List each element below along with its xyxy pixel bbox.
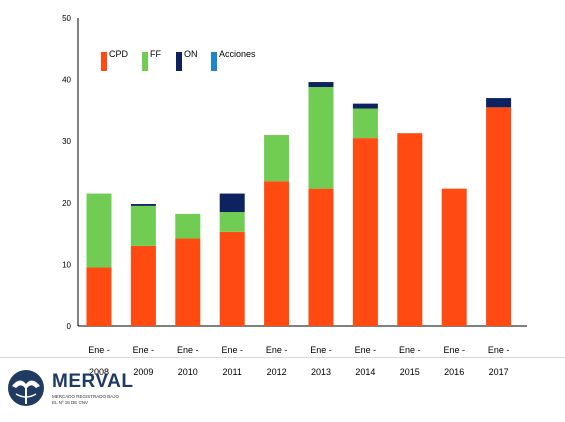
bars — [86, 82, 512, 326]
x-label-line1: Ene - — [443, 345, 465, 355]
bar-cpd-2017 — [486, 107, 512, 326]
x-label-year: 2016 — [444, 367, 464, 377]
x-label-year: 2011 — [223, 367, 242, 377]
x-label-line1: Ene - — [355, 345, 377, 355]
bar-cpd-2009 — [130, 245, 156, 326]
legend: CPD FF ON Acciones — [101, 49, 256, 71]
x-label-line1: Ene - — [88, 345, 110, 355]
bar-cpd-2014 — [352, 138, 378, 326]
bar-ff-2010 — [175, 213, 201, 239]
legend-swatch-cpd — [101, 52, 107, 71]
bar-ff-2012 — [264, 135, 290, 182]
x-label-year: 2017 — [489, 367, 509, 377]
merval-emblem-icon — [8, 370, 44, 406]
y-tick-label: 10 — [62, 260, 71, 269]
x-label-year: 2010 — [178, 367, 198, 377]
legend-swatch-on — [176, 52, 182, 71]
x-label-year: 2014 — [355, 367, 375, 377]
x-label-line1: Ene - — [177, 345, 199, 355]
legend-label-ff: FF — [150, 49, 161, 59]
logo-subtitle: MERCADO REGISTRADO BAJO EL Nº 16 DE CNV — [52, 394, 132, 406]
x-label-line1: Ene - — [310, 345, 332, 355]
legend-label-cpd: CPD — [109, 49, 129, 59]
x-label-year: 2008 — [89, 367, 109, 377]
bar-cpd-2015 — [397, 133, 423, 326]
x-label-year: 2015 — [400, 367, 420, 377]
bar-ff-2009 — [130, 205, 156, 246]
bar-cpd-2013 — [308, 188, 334, 326]
bar-cpd-2008 — [86, 267, 112, 326]
merval-logo: MERVAL MERCADO REGISTRADO BAJO EL Nº 16 … — [6, 364, 146, 416]
x-label-year: 2009 — [133, 367, 153, 377]
x-label-line1: Ene - — [221, 345, 243, 355]
y-tick-label: 20 — [62, 199, 71, 208]
footer-divider — [0, 357, 565, 358]
x-label-year: 2013 — [311, 367, 331, 377]
x-label-line1: Ene - — [399, 345, 421, 355]
y-axis-ticks: 0102030405060 — [62, 14, 72, 331]
bar-ff-2014 — [352, 108, 378, 139]
bar-ff-2011 — [219, 212, 245, 232]
x-axis-labels: Ene - 2008 Ene - 2009 Ene - 2010 Ene - 2011 Ene … — [88, 345, 509, 377]
x-label-year: 2012 — [267, 367, 287, 377]
bar-on-2014 — [352, 103, 378, 109]
logo-wordmark: MERVAL — [52, 371, 134, 392]
bar-cpd-2012 — [264, 181, 290, 326]
bar-cpd-2011 — [219, 231, 245, 326]
bar-on-2013 — [308, 82, 334, 87]
bar-on-2009 — [130, 204, 156, 206]
y-tick-label: 30 — [62, 137, 71, 146]
x-label-line1: Ene - — [488, 345, 510, 355]
bar-on-2017 — [486, 98, 512, 108]
legend-swatch-ff — [142, 52, 148, 71]
legend-label-acciones: Acciones — [219, 49, 256, 59]
bar-ff-2008 — [86, 193, 112, 268]
legend-label-on: ON — [184, 49, 198, 59]
logo-subtitle-line2: EL Nº 16 DE CNV — [52, 400, 88, 405]
legend-swatch-acciones — [211, 52, 217, 71]
y-tick-label: 40 — [62, 76, 71, 85]
bar-on-2011 — [219, 193, 245, 213]
y-tick-label: 50 — [62, 14, 71, 23]
x-label-line1: Ene - — [133, 345, 155, 355]
bar-cpd-2016 — [441, 188, 467, 326]
logo-subtitle-line1: MERCADO REGISTRADO BAJO — [52, 394, 120, 399]
bar-cpd-2010 — [175, 238, 201, 326]
y-tick-label: 0 — [67, 322, 72, 331]
bar-ff-2013 — [308, 86, 334, 189]
x-label-line1: Ene - — [266, 345, 288, 355]
